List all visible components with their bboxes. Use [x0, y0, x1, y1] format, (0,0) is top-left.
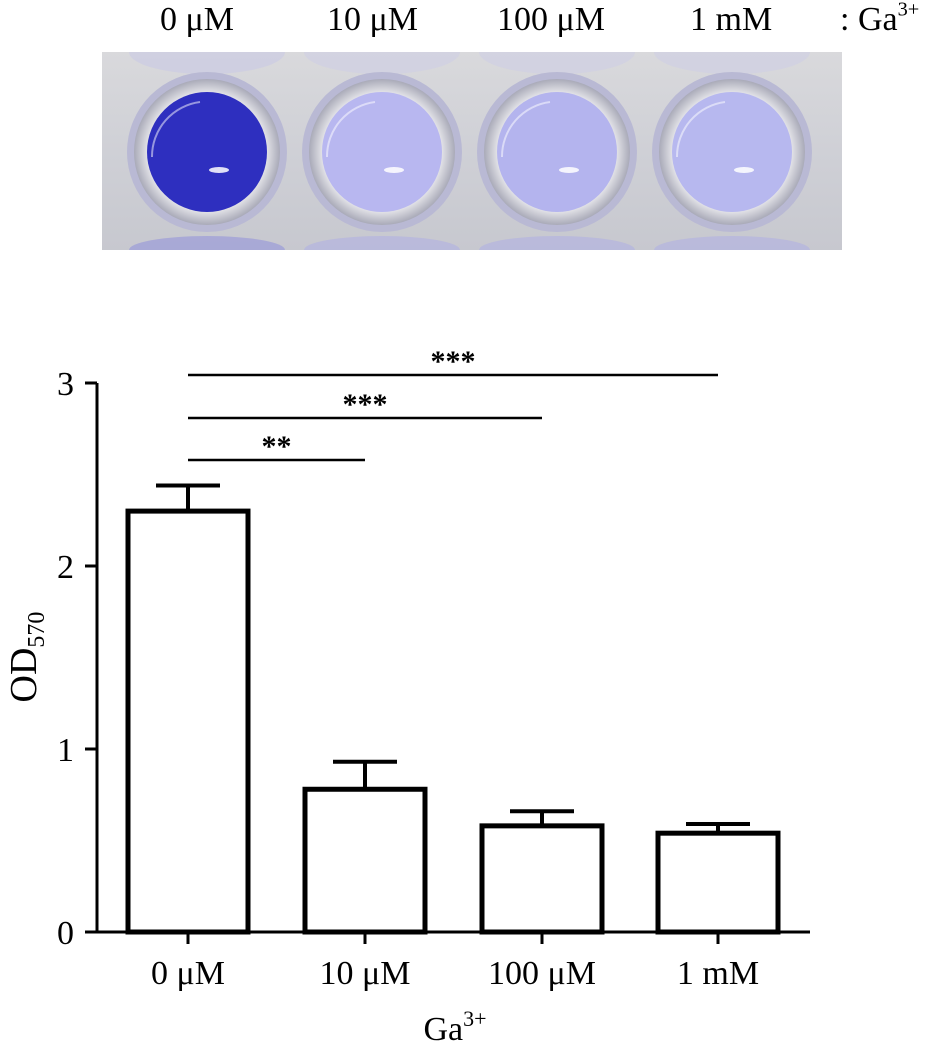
plate-photo-labels: 0 μM 10 μM 100 μM 1 mM : Ga3+: [0, 0, 950, 50]
well-3: [672, 92, 792, 212]
significance-label: ***: [343, 388, 388, 421]
x-tick-label: 100 μM: [488, 955, 596, 992]
well-plate-photo: [102, 52, 842, 250]
well-reflection: [675, 101, 726, 158]
x-tick-label: 10 μM: [320, 955, 411, 992]
bar-2: [479, 823, 605, 935]
y-tick-label: 0: [57, 915, 74, 952]
well-2: [497, 92, 617, 212]
plate-label-100uM: 100 μM: [497, 1, 605, 38]
well-reflection: [150, 101, 201, 158]
well-highlight: [209, 167, 229, 173]
well-highlight: [559, 167, 579, 173]
plate-label-1mM: 1 mM: [690, 1, 773, 38]
significance-label: **: [262, 430, 292, 463]
well-0: [147, 92, 267, 212]
plate-label-0uM: 0 μM: [160, 1, 234, 38]
well-highlight: [734, 167, 754, 173]
well-1: [322, 92, 442, 212]
x-tick-label: 0 μM: [151, 955, 225, 992]
x-tick-label: 1 mM: [677, 955, 759, 992]
well-reflection: [325, 101, 376, 158]
well-reflection: [500, 101, 551, 158]
significance-label: ***: [431, 345, 476, 378]
y-tick-label: 2: [57, 549, 74, 586]
bar-1: [302, 786, 428, 935]
y-tick-label: 1: [57, 732, 74, 769]
plate-ion-label: : Ga3+: [840, 0, 920, 38]
x-axis-label: Ga3+: [423, 1006, 486, 1048]
bar-3: [655, 830, 781, 935]
bar-0: [125, 508, 251, 935]
y-axis-label: OD570: [3, 612, 50, 703]
y-tick-label: 3: [57, 366, 74, 403]
well-highlight: [384, 167, 404, 173]
plate-label-10uM: 10 μM: [327, 1, 418, 38]
